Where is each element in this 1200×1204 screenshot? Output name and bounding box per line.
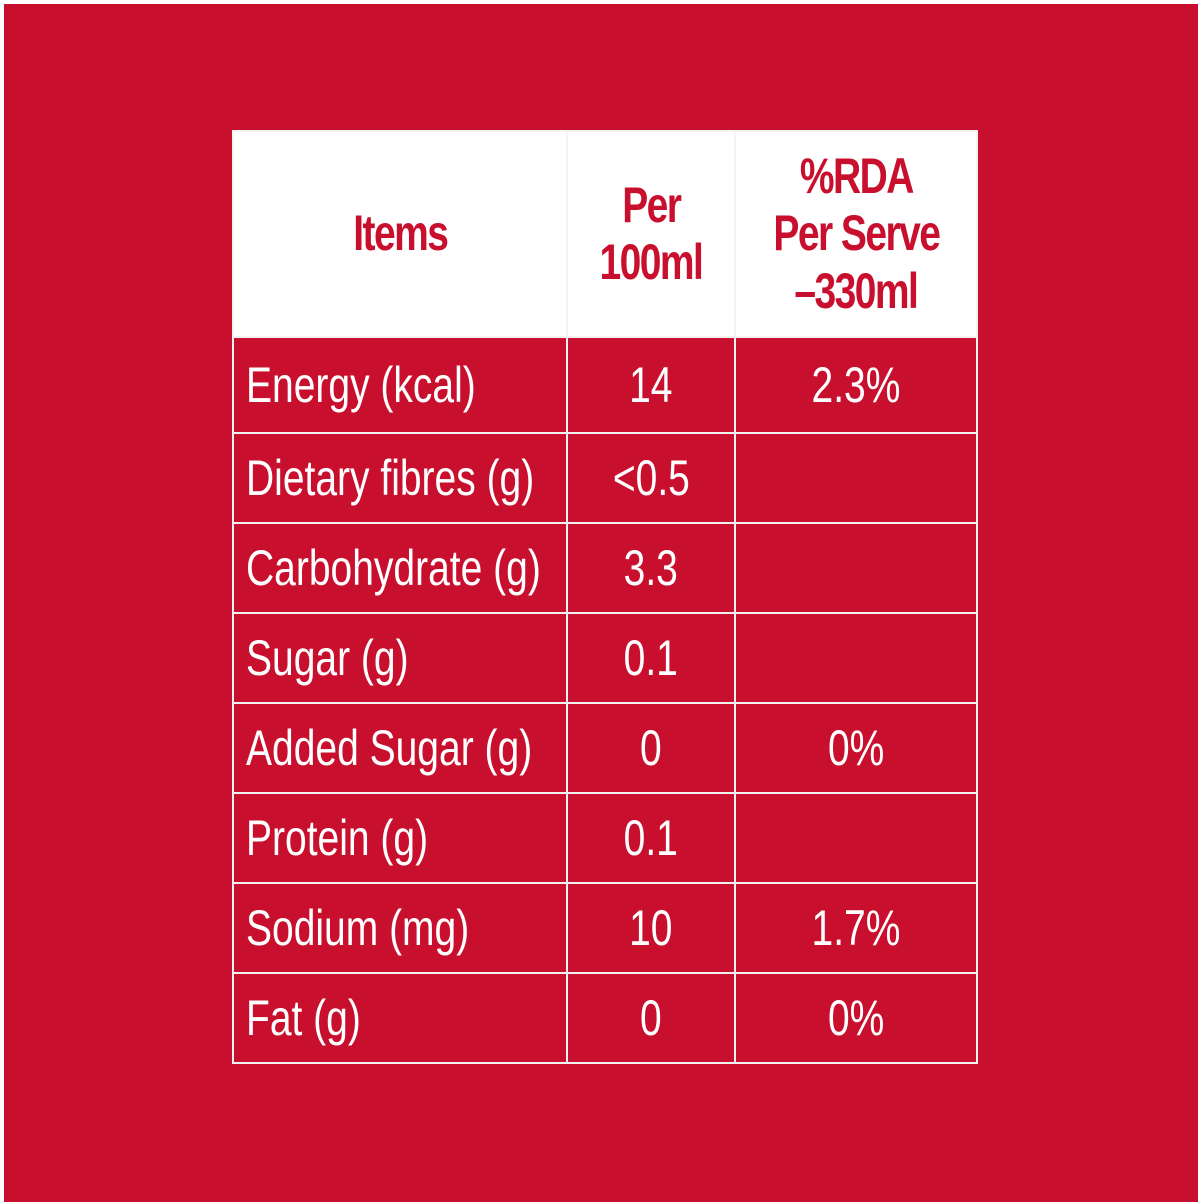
table-row: Protein (g) 0.1 <box>232 792 978 884</box>
rda-cell: 0% <box>734 702 978 794</box>
item-label: Sugar (g) <box>246 630 409 686</box>
nutrition-table: Items Per 100ml %RDA Per Serve –330ml En… <box>232 130 978 1064</box>
per-100ml-value: 10 <box>629 900 673 956</box>
header-rda-line1: %RDA <box>799 147 914 204</box>
table-row: Sodium (mg) 10 1.7% <box>232 882 978 974</box>
rda-cell: 2.3% <box>734 336 978 434</box>
per-100ml-cell: 0.1 <box>566 612 736 704</box>
item-cell: Sugar (g) <box>232 612 568 704</box>
header-items: Items <box>232 130 568 338</box>
header-rda-line2: Per Serve <box>773 205 941 262</box>
item-cell: Dietary fibres (g) <box>232 432 568 524</box>
per-100ml-cell: 14 <box>566 336 736 434</box>
per-100ml-cell: 0.1 <box>566 792 736 884</box>
rda-cell: 1.7% <box>734 882 978 974</box>
header-per-100ml: Per 100ml <box>566 130 736 338</box>
item-cell: Energy (kcal) <box>232 336 568 434</box>
table-row: Sugar (g) 0.1 <box>232 612 978 704</box>
table-row: Carbohydrate (g) 3.3 <box>232 522 978 614</box>
rda-value: 0% <box>827 720 885 776</box>
header-per-100ml-line2: 100ml <box>599 234 704 290</box>
item-cell: Carbohydrate (g) <box>232 522 568 614</box>
per-100ml-value: 0.1 <box>623 810 679 866</box>
table-header-row: Items Per 100ml %RDA Per Serve –330ml <box>232 130 978 338</box>
rda-cell <box>734 432 978 524</box>
table-row: Dietary fibres (g) <0.5 <box>232 432 978 524</box>
item-label: Energy (kcal) <box>246 357 476 413</box>
header-rda-line3: –330ml <box>794 262 919 319</box>
per-100ml-cell: 10 <box>566 882 736 974</box>
item-label: Carbohydrate (g) <box>246 540 541 596</box>
item-label: Added Sugar (g) <box>246 720 533 776</box>
rda-cell <box>734 612 978 704</box>
item-label: Sodium (mg) <box>246 900 470 956</box>
item-label: Dietary fibres (g) <box>246 450 535 506</box>
per-100ml-cell: 0 <box>566 702 736 794</box>
header-items-label: Items <box>352 205 449 262</box>
header-rda-per-serve: %RDA Per Serve –330ml <box>734 130 978 338</box>
rda-cell <box>734 522 978 614</box>
item-cell: Fat (g) <box>232 972 568 1064</box>
per-100ml-value: <0.5 <box>612 450 690 506</box>
per-100ml-value: 3.3 <box>623 540 679 596</box>
item-label: Protein (g) <box>246 810 429 866</box>
rda-cell <box>734 792 978 884</box>
rda-cell: 0% <box>734 972 978 1064</box>
item-label: Fat (g) <box>246 990 361 1046</box>
per-100ml-cell: 0 <box>566 972 736 1064</box>
table-row: Added Sugar (g) 0 0% <box>232 702 978 794</box>
per-100ml-value: 14 <box>629 357 673 413</box>
rda-value: 1.7% <box>811 900 901 956</box>
per-100ml-cell: <0.5 <box>566 432 736 524</box>
rda-value: 0% <box>827 990 885 1046</box>
table-row: Fat (g) 0 0% <box>232 972 978 1064</box>
item-cell: Protein (g) <box>232 792 568 884</box>
rda-value: 2.3% <box>811 357 901 413</box>
per-100ml-value: 0 <box>640 990 662 1046</box>
per-100ml-value: 0 <box>640 720 662 776</box>
header-per-100ml-line1: Per <box>621 176 682 233</box>
per-100ml-value: 0.1 <box>623 630 679 686</box>
item-cell: Added Sugar (g) <box>232 702 568 794</box>
per-100ml-cell: 3.3 <box>566 522 736 614</box>
table-row: Energy (kcal) 14 2.3% <box>232 336 978 434</box>
item-cell: Sodium (mg) <box>232 882 568 974</box>
